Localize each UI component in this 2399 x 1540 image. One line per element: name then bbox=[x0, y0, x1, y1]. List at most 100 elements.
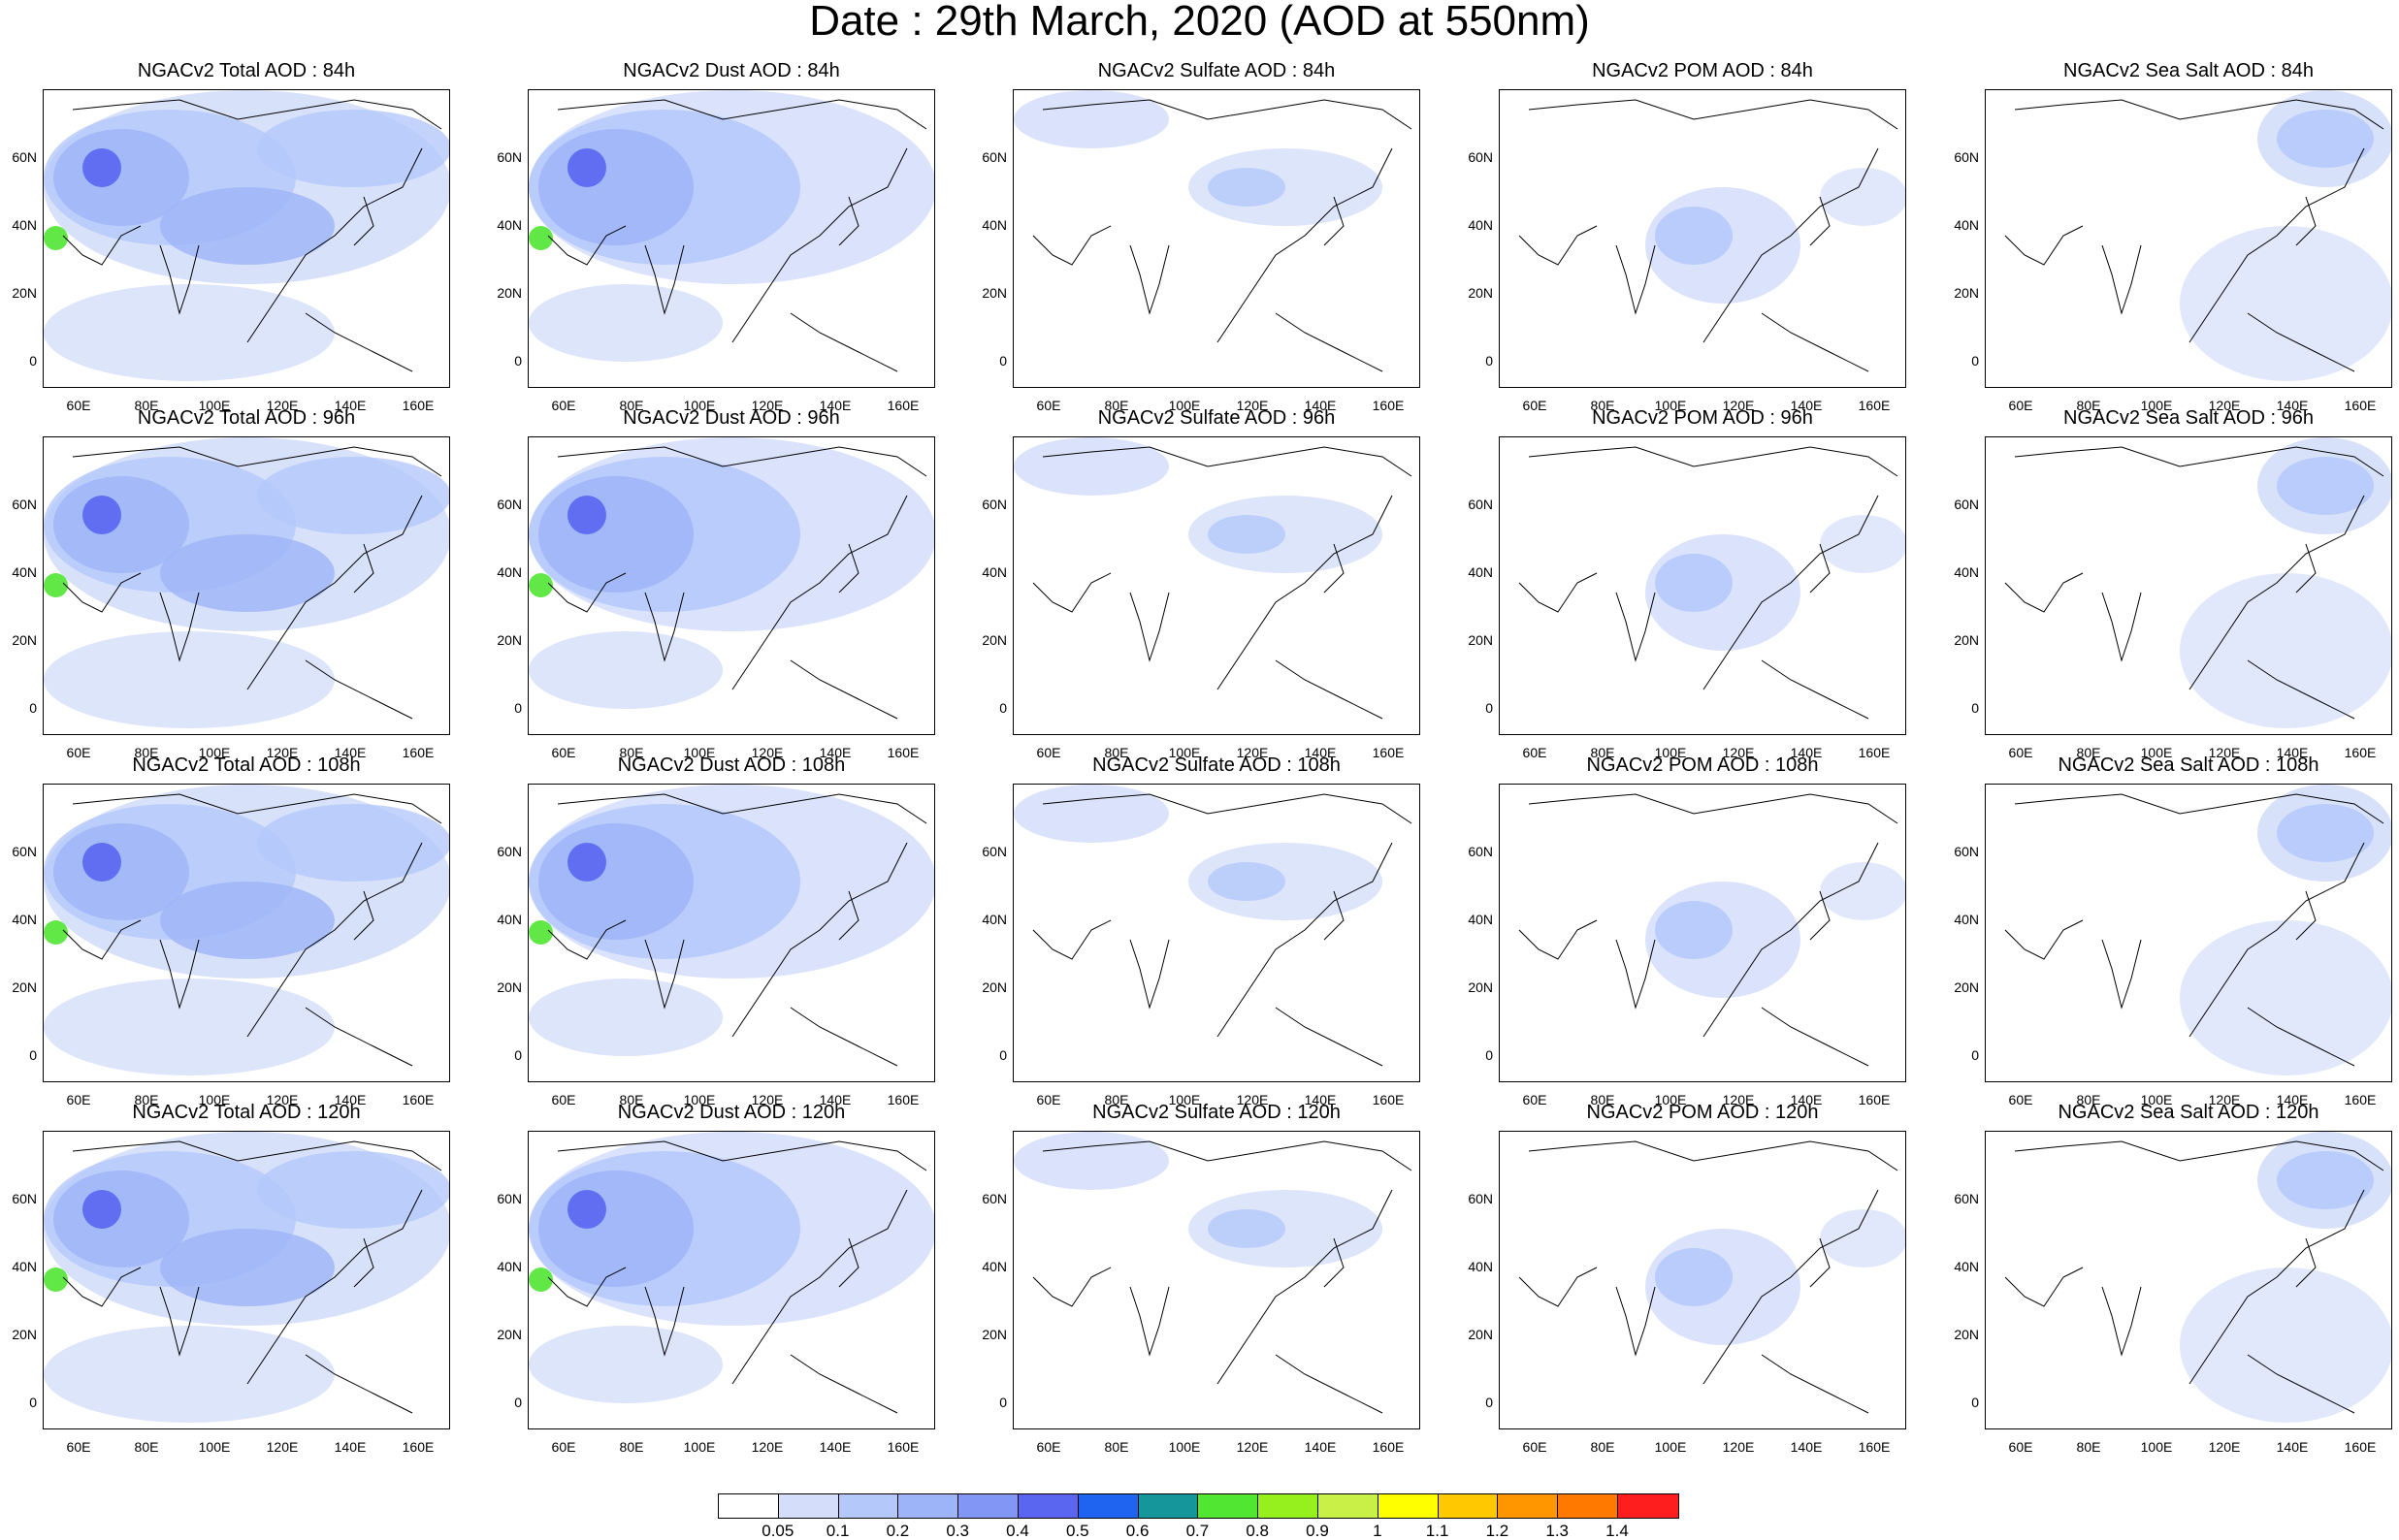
lon-tick-label: 80E bbox=[2076, 398, 2101, 413]
lat-tick-label: 60N bbox=[1468, 1191, 1493, 1206]
aod-field-svg bbox=[529, 1132, 934, 1414]
lat-tick-label: 20N bbox=[1954, 285, 1979, 301]
lat-tick-label: 60N bbox=[1954, 1191, 1979, 1206]
lon-tick-label: 120E bbox=[2208, 1092, 2241, 1107]
lon-tick-label: 140E bbox=[1790, 398, 1823, 413]
panel-title: NGACv2 POM AOD : 96h bbox=[1592, 407, 1813, 429]
aod-shaded-region bbox=[1820, 168, 1905, 226]
lat-tick-label: 0 bbox=[1971, 700, 1979, 716]
coastline-outline bbox=[62, 99, 442, 372]
lon-tick-label: 80E bbox=[1104, 398, 1129, 413]
lat-tick-label: 40N bbox=[1468, 1259, 1493, 1274]
aod-shaded-region bbox=[538, 823, 694, 940]
lat-tick-label: 20N bbox=[1468, 979, 1493, 995]
aod-shaded-region bbox=[160, 1229, 335, 1306]
lon-tick-label: 160E bbox=[887, 1439, 920, 1455]
lon-tick-label: 160E bbox=[402, 1439, 435, 1455]
aod-shaded-region bbox=[257, 804, 449, 882]
aod-field-svg bbox=[44, 90, 449, 381]
lon-tick-label: 140E bbox=[2276, 1439, 2309, 1455]
aod-map-panel bbox=[528, 436, 935, 735]
lat-tick-label: 20N bbox=[12, 1327, 37, 1342]
lat-tick-label: 60N bbox=[982, 149, 1007, 165]
lon-tick-label: 100E bbox=[2140, 398, 2173, 413]
lon-tick-label: 80E bbox=[1590, 1439, 1615, 1455]
aod-shaded-region bbox=[1208, 862, 1285, 901]
lat-tick-label: 40N bbox=[12, 564, 37, 580]
lon-tick-label: 160E bbox=[402, 398, 435, 413]
lat-tick-label: 0 bbox=[29, 1047, 37, 1063]
aod-shaded-region bbox=[1655, 1248, 1733, 1306]
lon-tick-label: 60E bbox=[66, 398, 91, 413]
lon-tick-label: 120E bbox=[751, 745, 784, 760]
coastline-outline bbox=[62, 446, 442, 720]
lon-tick-label: 160E bbox=[1858, 1092, 1891, 1107]
lon-tick-label: 60E bbox=[1036, 1439, 1061, 1455]
lat-tick-label: 40N bbox=[12, 912, 37, 927]
lon-tick-label: 80E bbox=[134, 745, 159, 760]
lon-tick-label: 140E bbox=[2276, 745, 2309, 760]
aod-map-panel bbox=[1499, 784, 1906, 1082]
aod-map-panel bbox=[1985, 436, 2392, 735]
colorbar-swatch bbox=[838, 1494, 899, 1518]
aod-shaded-region bbox=[1820, 862, 1905, 920]
panel-title: NGACv2 Sea Salt AOD : 84h bbox=[2063, 60, 2314, 81]
aod-shaded-region bbox=[1820, 515, 1905, 573]
lon-tick-label: 160E bbox=[887, 398, 920, 413]
lat-tick-label: 40N bbox=[497, 1259, 522, 1274]
aod-field-svg bbox=[529, 90, 934, 372]
lat-tick-label: 0 bbox=[1485, 1395, 1493, 1410]
coastline-outline bbox=[1032, 446, 1412, 720]
lon-tick-label: 140E bbox=[819, 1092, 852, 1107]
colorbar-label: 0.1 bbox=[826, 1522, 850, 1540]
lon-tick-label: 60E bbox=[2008, 745, 2033, 760]
aod-shaded-region bbox=[529, 631, 723, 709]
lon-tick-label: 140E bbox=[1304, 1092, 1337, 1107]
lat-tick-label: 0 bbox=[514, 1047, 522, 1063]
lat-tick-label: 20N bbox=[12, 979, 37, 995]
panel-title: NGACv2 Total AOD : 108h bbox=[132, 754, 361, 776]
lon-tick-label: 60E bbox=[1036, 1092, 1061, 1107]
coastline-outline bbox=[1518, 446, 1898, 720]
colorbar-swatch bbox=[898, 1494, 959, 1518]
lat-tick-label: 0 bbox=[1485, 1047, 1493, 1063]
aod-shaded-region bbox=[538, 129, 694, 245]
lon-tick-label: 100E bbox=[1168, 398, 1201, 413]
aod-shaded-region bbox=[53, 129, 189, 226]
lat-tick-label: 40N bbox=[982, 217, 1007, 233]
aod-shaded-region bbox=[53, 1171, 189, 1267]
aod-shaded-region bbox=[567, 843, 606, 882]
aod-map-panel bbox=[1013, 1131, 1420, 1429]
aod-shaded-region bbox=[1208, 168, 1285, 207]
lat-tick-label: 20N bbox=[982, 979, 1007, 995]
colorbar-label: 0.9 bbox=[1306, 1522, 1329, 1540]
aod-field-svg bbox=[1014, 785, 1412, 1067]
coastline-outline bbox=[62, 1140, 442, 1414]
lon-tick-label: 160E bbox=[887, 1092, 920, 1107]
aod-shaded-region bbox=[529, 1326, 723, 1403]
lat-tick-label: 0 bbox=[1971, 353, 1979, 369]
lat-tick-label: 20N bbox=[982, 1327, 1007, 1342]
aod-shaded-region bbox=[44, 920, 68, 945]
lon-tick-label: 100E bbox=[683, 1439, 716, 1455]
aod-shaded-region bbox=[44, 226, 68, 250]
colorbar-swatch bbox=[1078, 1494, 1139, 1518]
lat-tick-label: 0 bbox=[999, 353, 1007, 369]
aod-shaded-region bbox=[529, 920, 553, 945]
aod-shaded-region bbox=[2277, 804, 2374, 862]
panel-title: NGACv2 Total AOD : 120h bbox=[132, 1102, 361, 1123]
lon-tick-label: 140E bbox=[334, 398, 367, 413]
lon-tick-label: 60E bbox=[1522, 1092, 1547, 1107]
lon-tick-label: 140E bbox=[1790, 1439, 1823, 1455]
lon-tick-label: 60E bbox=[551, 398, 576, 413]
aod-shaded-region bbox=[1655, 554, 1733, 612]
colorbar-label: 1.4 bbox=[1605, 1522, 1629, 1540]
aod-shaded-region bbox=[2277, 1151, 2374, 1209]
lon-tick-label: 100E bbox=[1168, 745, 1201, 760]
lon-tick-label: 160E bbox=[1372, 1439, 1405, 1455]
lon-tick-label: 60E bbox=[1036, 398, 1061, 413]
aod-shaded-region bbox=[2180, 1267, 2391, 1423]
aod-shaded-region bbox=[529, 226, 553, 250]
lat-tick-label: 60N bbox=[12, 1191, 37, 1206]
lat-tick-label: 0 bbox=[1971, 1395, 1979, 1410]
